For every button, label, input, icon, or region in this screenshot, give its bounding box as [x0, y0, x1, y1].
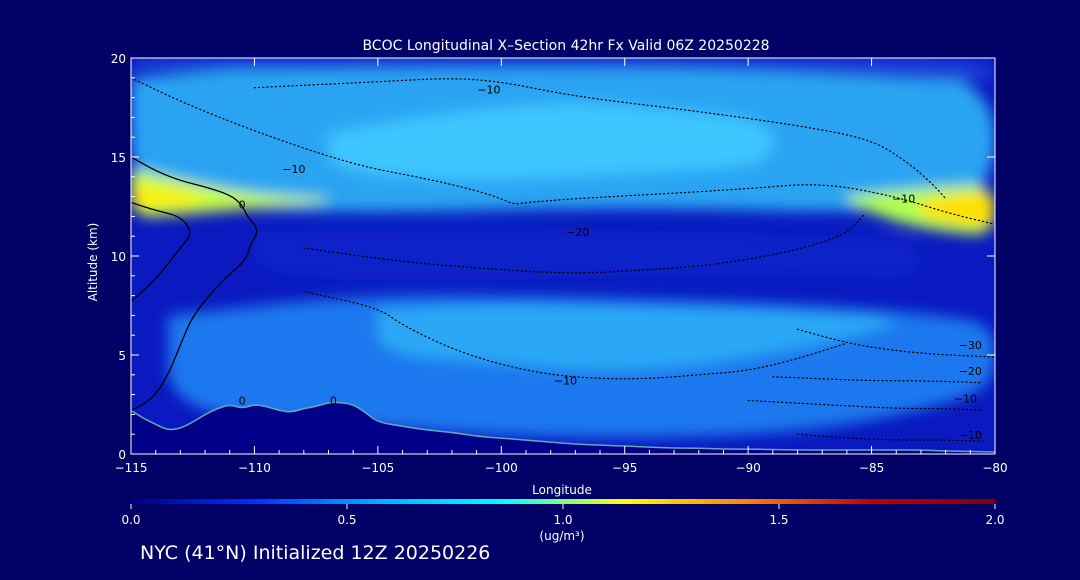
- y-tick-label: 10: [111, 250, 126, 264]
- contour-label: 0: [239, 395, 246, 408]
- contour-label: −10: [282, 163, 305, 176]
- contour-label: −20: [959, 365, 982, 378]
- y-axis-label: Altitude (km): [86, 223, 100, 302]
- fill-upper-layer-light: [328, 103, 773, 180]
- contour-line: [131, 201, 191, 302]
- contour-label: −10: [477, 84, 500, 97]
- contour-line: [796, 433, 984, 442]
- fill-plume-west-core: [131, 184, 206, 208]
- fill-top-band: [131, 58, 995, 81]
- colorbar-unit-label: (ug/m³): [539, 529, 584, 543]
- contour-line: [131, 156, 258, 411]
- contour-label: 0: [239, 199, 246, 212]
- contour-label: −10: [892, 193, 915, 206]
- colorbar: 0.0 0.5 1.0 1.5 2.0 (ug/m³): [121, 499, 1005, 543]
- x-axis: −115 −110 −105 −100 −95 −90 −85 −80: [115, 58, 1008, 475]
- fill-layer: [131, 58, 995, 438]
- plot-area: −10 −10 −10 −20 −10 −30 −20 −10 −10 0 0 0: [130, 57, 996, 455]
- colorbar-tick-label: 0.0: [121, 513, 140, 527]
- contour-label: −20: [566, 226, 589, 239]
- terrain-mask: [131, 401, 995, 454]
- x-tick-label: −110: [238, 461, 271, 475]
- contour-line: [131, 77, 995, 225]
- y-tick-label: 20: [111, 52, 126, 66]
- colorbar-tick-label: 1.5: [769, 513, 788, 527]
- fill-lower-core: [377, 304, 897, 371]
- colorbar-tick-label: 0.5: [337, 513, 356, 527]
- terrain-edge: [131, 401, 995, 453]
- x-tick-label: −80: [982, 461, 1007, 475]
- contour-line: [747, 399, 984, 411]
- y-tick-label: 15: [111, 151, 126, 165]
- contour-line: [303, 213, 865, 274]
- fill-plume-east-core: [920, 192, 995, 227]
- contour-labels: −10 −10 −10 −20 −10 −30 −20 −10 −10 0 0 0: [239, 84, 982, 443]
- chart-title: BCOC Longitudinal X–Section 42hr Fx Vali…: [362, 38, 769, 54]
- contour-line: [796, 328, 995, 358]
- y-axis: 0 5 10 15 20: [111, 52, 995, 462]
- contour-label: −10: [554, 375, 577, 388]
- x-tick-label: −85: [859, 461, 884, 475]
- concentration-fills: [131, 58, 995, 438]
- contour-label: −10: [954, 393, 977, 406]
- colorbar-tick-label: 2.0: [985, 513, 1004, 527]
- contour-line: [303, 291, 848, 380]
- contour-line: [772, 376, 984, 384]
- y-tick-label: 5: [118, 349, 126, 363]
- contour-line: [253, 78, 947, 200]
- temperature-contours: [131, 77, 995, 442]
- contour-label: −30: [959, 339, 982, 352]
- x-tick-label: −95: [612, 461, 637, 475]
- run-caption: NYC (41°N) Initialized 12Z 20250226: [140, 542, 491, 564]
- contour-label: 0: [330, 395, 337, 408]
- colorbar-gradient: [131, 499, 995, 504]
- fill-mid-minimum: [254, 228, 921, 282]
- y-tick-label: 0: [118, 448, 126, 462]
- colorbar-ticks: 0.0 0.5 1.0 1.5 2.0: [121, 504, 1005, 527]
- x-tick-label: −100: [485, 461, 518, 475]
- colorbar-tick-label: 1.0: [553, 513, 572, 527]
- x-tick-label: −105: [361, 461, 394, 475]
- x-tick-label: −115: [115, 461, 148, 475]
- x-axis-label: Longitude: [532, 483, 592, 497]
- contour-label: −10: [959, 429, 982, 442]
- x-tick-label: −90: [735, 461, 760, 475]
